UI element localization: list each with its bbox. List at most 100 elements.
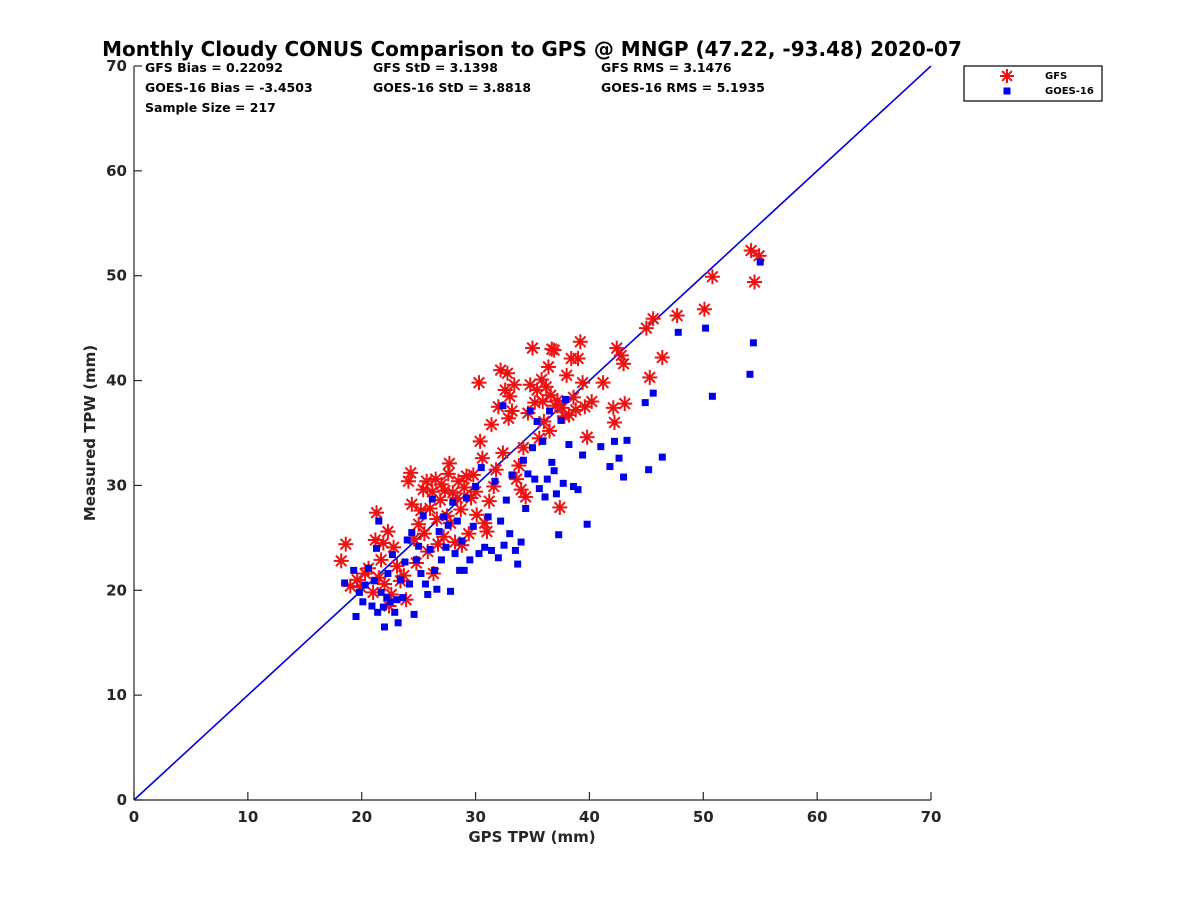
goes16-point [424,590,432,598]
goes16-point [388,551,396,559]
x-tick-label: 10 [237,808,258,826]
gfs-point [515,440,531,456]
gfs-point [747,274,763,290]
goes16-point [426,545,434,553]
gfs-point [365,584,381,600]
goes16-point [355,588,363,596]
goes16-point [421,580,429,588]
goes16-point [497,517,505,525]
y-tick-label: 10 [106,686,127,704]
goes16-point [431,566,439,574]
gfs-point [474,450,490,466]
goes16-point [499,402,507,410]
gfs-point [403,465,419,481]
gfs-point [584,394,600,410]
goes16-point [469,522,477,530]
axes-layer: 0 10 20 30 40 50 60 70 0 10 20 30 40 50 60 70 [106,57,941,826]
goes16-point [529,444,536,452]
goes16-point [373,544,381,552]
stat-gfs-std: GFS StD = 3.1398 [373,60,498,75]
goes16-point [475,550,483,558]
goes16-point [391,608,399,616]
goes16-point [548,458,556,466]
goes16-point [488,546,496,554]
goes16-point [552,490,560,498]
goes16-point [377,588,385,596]
goes16-point [396,576,404,584]
goes16-point [442,543,450,551]
goes16-point [341,579,349,587]
goes16-point [451,550,459,558]
goes16-point [437,556,445,564]
goes16-point [615,454,623,462]
gfs-point [617,396,633,412]
y-tick-label: 70 [106,57,127,75]
reference-line-layer [133,65,932,801]
goes16-point [491,477,499,485]
gfs-point [461,526,477,542]
legend: GFS GOES-16 [963,65,1103,102]
gfs-point [471,375,487,391]
gfs-point [570,351,586,367]
goes16-point [579,451,587,459]
gfs-point [416,526,432,542]
gfs-point [502,388,518,404]
goes16-point [620,473,628,481]
goes16-point [449,498,457,506]
gfs-point [645,311,661,327]
goes16-point [399,594,407,602]
goes16-point [401,558,409,566]
legend-goes-marker [1003,87,1011,95]
goes16-point [433,585,441,593]
gfs-point [484,417,500,433]
y-axis-label: Measured TPW (mm) [81,345,99,521]
gfs-point [534,372,550,388]
goes16-point [539,437,547,445]
y-tick-label: 30 [106,476,127,494]
gfs-point [389,558,405,574]
goes16-point [375,517,383,525]
gfs-point [506,377,522,393]
goes16-point [394,619,402,627]
goes16-point [500,541,508,549]
gfs-point [669,308,685,324]
legend-box [963,65,1103,102]
goes16-point [645,466,653,474]
gfs-point [542,423,558,439]
goes16-point [415,542,423,550]
gfs-point [479,524,495,540]
goes16-point [519,456,527,464]
goes16-point [756,258,764,266]
goes16-point [543,475,551,483]
goes16-point [417,570,425,578]
one-to-one-line [133,65,932,801]
gfs-point [540,359,556,375]
gfs-point [440,466,456,482]
x-tick-label: 20 [351,808,372,826]
gfs-point [638,320,654,336]
gfs-point [616,356,632,372]
gfs-point [518,489,534,505]
goes16-point [708,392,716,400]
goes16-point [559,479,567,487]
stat-gfs-rms: GFS RMS = 3.1476 [601,60,732,75]
gfs-point [696,301,712,317]
goes16-point [524,470,532,478]
gfs-point [575,375,591,391]
goes16-point [746,370,754,378]
goes16-point [403,536,411,544]
gfs-point [559,367,575,383]
goes16-point [359,598,367,606]
stat-gfs-bias: GFS Bias = 0.22092 [145,60,283,75]
goes16-point [597,443,605,451]
stat-goes-rms: GOES-16 RMS = 5.1935 [601,80,765,95]
goes16-point [550,467,558,475]
gfs-point [481,493,497,509]
goes16-point [460,566,468,574]
goes16-point [406,580,414,588]
goes16-point [535,485,543,493]
goes16-point [466,556,474,564]
gfs-point [743,243,759,259]
x-axis-label: GPS TPW (mm) [468,828,595,846]
